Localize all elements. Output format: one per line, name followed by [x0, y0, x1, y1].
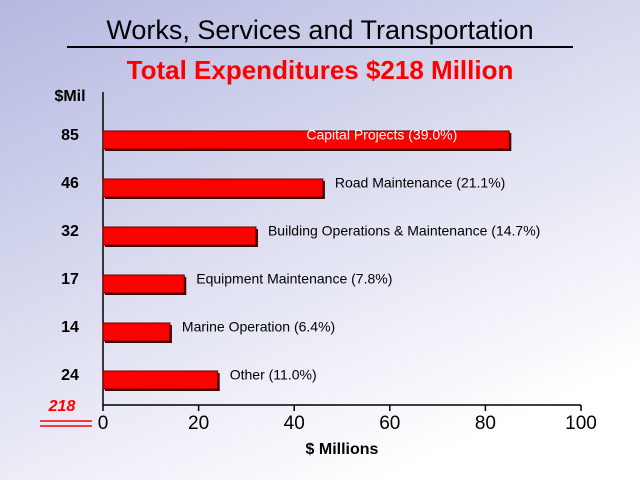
x-tick-label: 20: [188, 413, 209, 434]
value-label: 14: [61, 319, 79, 336]
value-label: 32: [61, 223, 79, 240]
category-label: Building Operations & Maintenance (14.7%…: [268, 223, 540, 239]
value-header: $Mil: [54, 88, 85, 105]
bar: [102, 274, 185, 294]
value-label: 17: [61, 271, 79, 288]
x-tick-label: 0: [98, 413, 109, 434]
chart-subtitle: Total Expenditures $218 Million: [127, 55, 514, 85]
category-label: Marine Operation (6.4%): [182, 319, 335, 335]
category-label: Road Maintenance (21.1%): [335, 175, 505, 191]
category-label: Equipment Maintenance (7.8%): [196, 271, 392, 287]
category-label: Other (11.0%): [230, 367, 317, 383]
value-label: 24: [61, 367, 79, 384]
x-tick-label: 80: [475, 413, 496, 434]
bar: [102, 322, 171, 342]
x-tick-label: 60: [379, 413, 400, 434]
bar: [102, 370, 219, 390]
value-label: 85: [61, 127, 79, 144]
category-label: Capital Projects (39.0%): [306, 127, 457, 143]
chart-title: Works, Services and Transportation: [106, 15, 533, 45]
x-axis-label: $ Millions: [306, 441, 379, 458]
bar: [102, 130, 510, 150]
value-label: 46: [61, 175, 79, 192]
bar: [102, 226, 257, 246]
x-tick-label: 100: [565, 413, 597, 434]
x-tick-label: 40: [284, 413, 305, 434]
total: 218: [48, 398, 76, 415]
bar: [102, 178, 324, 198]
